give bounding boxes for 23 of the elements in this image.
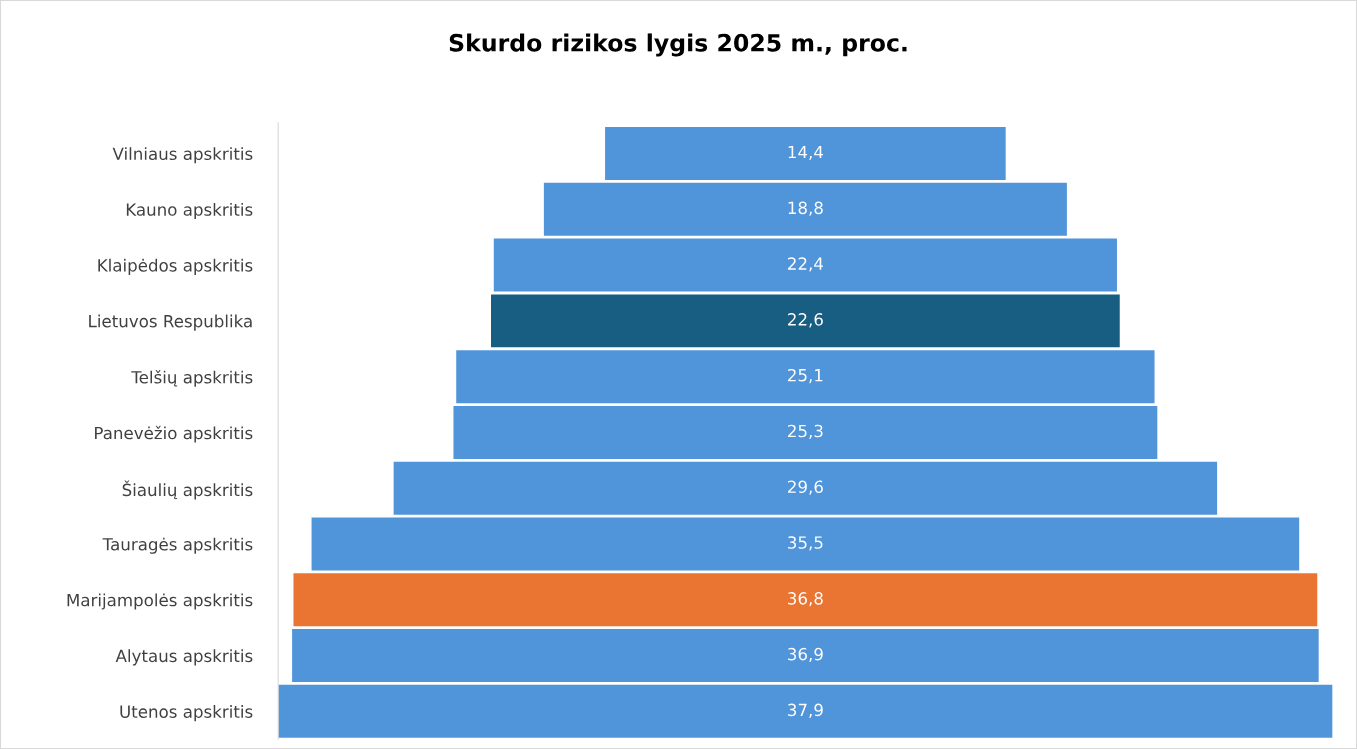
data-label: 25,1	[788, 368, 823, 384]
data-label: 25,3	[788, 424, 823, 439]
category-label: Lietuvos Respublika	[89, 314, 252, 331]
category-label: Kauno apskritis	[126, 202, 253, 220]
text: Skurdo rizikos lygis 2025 m., proc.	[449, 33, 907, 57]
data-label: 35,5	[788, 536, 823, 551]
category-label: Marijampolės apskritis	[67, 593, 253, 610]
data-label: 14,4	[788, 145, 823, 161]
category-label: Vilniaus apskritis	[112, 147, 253, 164]
category-label: Alytaus apskritis	[115, 649, 253, 666]
category-label: Tauragės apskritis	[102, 537, 253, 554]
category-label: Utenos apskritis	[120, 705, 253, 722]
data-label: 22,4	[788, 257, 823, 272]
data-label: 22,6	[788, 313, 823, 328]
data-label: 18,8	[788, 201, 823, 216]
category-label: Telšių apskritis	[131, 369, 253, 387]
category-label: Klaipėdos apskritis	[98, 258, 253, 275]
data-label: 37,9	[788, 703, 823, 718]
data-label: 36,8	[788, 592, 823, 607]
category-label: Šiaulių apskritis	[122, 480, 253, 500]
category-label: Panevėžio apskritis	[95, 425, 253, 443]
data-label: 36,9	[788, 647, 823, 663]
data-label: 29,6	[788, 480, 823, 495]
